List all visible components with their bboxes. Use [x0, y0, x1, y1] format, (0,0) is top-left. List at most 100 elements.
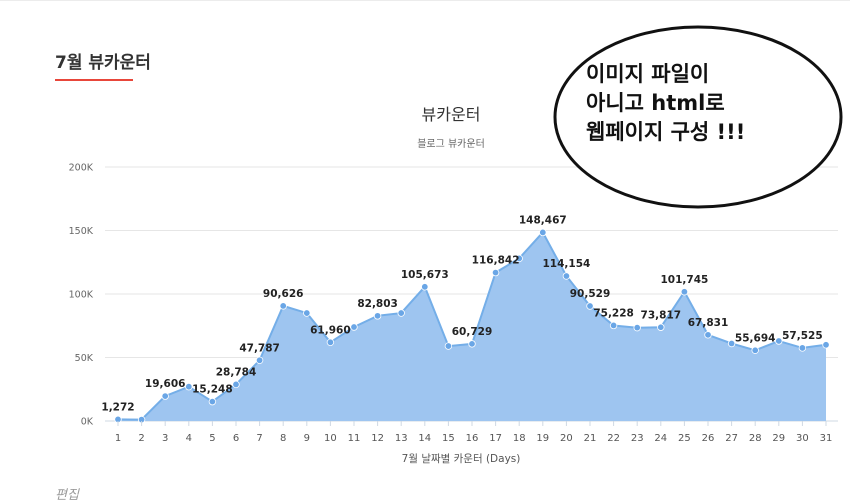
area-series	[118, 232, 826, 421]
x-axis-label: 7월 날짜별 카운터 (Days)	[402, 453, 521, 465]
x-tick-label: 25	[678, 433, 691, 444]
data-label: 73,817	[641, 309, 682, 321]
data-label: 116,842	[472, 255, 520, 267]
data-label: 114,154	[542, 258, 590, 270]
x-tick-label: 9	[304, 433, 310, 444]
data-point	[657, 323, 665, 331]
x-tick-label: 31	[820, 433, 833, 444]
y-tick-label: 50K	[75, 353, 94, 364]
x-tick-label: 15	[442, 433, 455, 444]
data-point	[822, 341, 830, 349]
x-tick-label: 23	[631, 433, 644, 444]
data-point	[491, 268, 500, 277]
data-label: 55,694	[735, 332, 776, 344]
data-point	[539, 228, 547, 237]
x-tick-label: 5	[209, 433, 215, 444]
data-label: 101,745	[660, 274, 708, 286]
y-tick-label: 200K	[69, 163, 94, 174]
data-point	[373, 312, 382, 320]
data-label: 82,803	[357, 298, 398, 310]
x-tick-label: 24	[654, 433, 667, 444]
data-points	[114, 228, 830, 424]
data-point	[515, 254, 523, 263]
data-point	[609, 321, 618, 330]
y-tick-label: 0K	[81, 417, 94, 428]
data-point	[350, 323, 358, 331]
x-tick-label: 17	[489, 433, 502, 444]
data-label: 60,729	[452, 326, 493, 338]
data-point	[303, 309, 311, 317]
x-tick-label: 19	[536, 433, 549, 444]
x-tick-label: 3	[162, 433, 168, 444]
data-point	[397, 309, 405, 317]
callout-text: 이미지 파일이 아니고 html로 웹페이지 구성 !!!	[586, 62, 746, 144]
x-tick-label: 27	[725, 433, 738, 444]
data-point	[421, 283, 429, 291]
x-tick-label: 22	[607, 433, 620, 444]
x-tick-label: 4	[186, 433, 192, 444]
y-axis-ticks: 0K 50K 100K 150K 200K	[69, 163, 94, 428]
title-underline	[55, 79, 133, 81]
data-point	[775, 337, 783, 345]
x-tick-label: 14	[418, 433, 431, 444]
data-labels: 1,272 19,606 15,248 28,784 47,787 90,626 61,96…	[101, 214, 822, 413]
x-tick-label: 21	[584, 433, 597, 444]
data-label: 105,673	[401, 269, 449, 281]
x-tick-label: 10	[324, 433, 337, 444]
data-label: 47,787	[239, 342, 280, 354]
x-tick-label: 29	[772, 433, 785, 444]
data-label: 90,626	[263, 288, 304, 300]
data-point	[185, 383, 193, 391]
x-tick-label: 6	[233, 433, 239, 444]
x-tick-label: 12	[371, 433, 384, 444]
data-point	[468, 340, 476, 348]
data-point	[279, 302, 287, 310]
data-label: 67,831	[688, 317, 729, 329]
x-tick-label: 20	[560, 433, 573, 444]
data-label: 1,272	[101, 401, 134, 413]
top-border	[0, 0, 850, 1]
x-tick-label: 11	[348, 433, 361, 444]
x-tick-label: 1	[115, 433, 121, 444]
data-point	[727, 339, 736, 348]
data-point	[704, 331, 712, 339]
data-point	[326, 338, 335, 347]
x-axis-ticks: 1 2 3 4 5 6 7 8 9 10 11 12 13 14 15 16 17 18 19 20 21 22 23 24 2…	[115, 421, 833, 444]
x-tick-label: 8	[280, 433, 286, 444]
data-point	[586, 302, 594, 310]
x-tick-label: 2	[138, 433, 144, 444]
x-tick-label: 30	[796, 433, 809, 444]
x-tick-label: 18	[513, 433, 526, 444]
section-title: 7월 뷰카운터	[55, 53, 151, 73]
data-label: 148,467	[519, 214, 567, 226]
x-tick-label: 28	[749, 433, 762, 444]
speech-bubble	[553, 25, 843, 209]
y-tick-label: 100K	[69, 290, 94, 301]
data-label: 28,784	[216, 366, 257, 378]
edit-link[interactable]: 편집	[55, 488, 79, 503]
y-tick-label: 150K	[69, 226, 94, 237]
data-label: 90,529	[570, 288, 611, 300]
data-point	[208, 397, 217, 406]
data-point	[633, 323, 641, 332]
data-point	[255, 356, 264, 365]
x-tick-label: 26	[702, 433, 715, 444]
chart-subtitle: 블로그 뷰카운터	[417, 138, 485, 150]
data-point	[798, 344, 807, 352]
data-point	[161, 392, 169, 400]
x-tick-label: 7	[256, 433, 262, 444]
data-label: 61,960	[310, 324, 351, 336]
chart-title: 뷰카운터	[422, 105, 481, 124]
data-point	[232, 380, 240, 389]
data-point	[751, 346, 759, 354]
data-point	[444, 342, 453, 350]
data-point	[680, 288, 689, 296]
data-label: 75,228	[593, 307, 634, 319]
x-tick-label: 13	[395, 433, 408, 444]
data-label: 15,248	[192, 384, 233, 396]
data-label: 19,606	[145, 378, 186, 390]
x-tick-label: 16	[466, 433, 479, 444]
data-point	[562, 272, 571, 280]
data-label: 57,525	[782, 330, 823, 342]
